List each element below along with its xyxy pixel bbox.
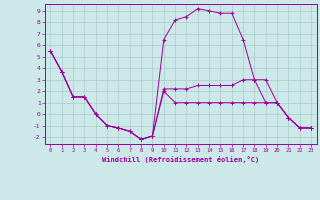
X-axis label: Windchill (Refroidissement éolien,°C): Windchill (Refroidissement éolien,°C) (102, 156, 260, 163)
